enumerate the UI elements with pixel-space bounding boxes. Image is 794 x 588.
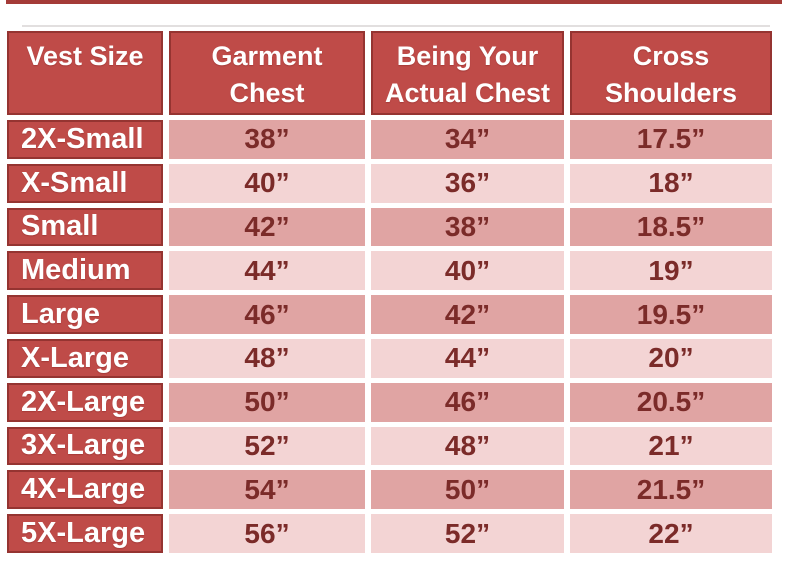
size-label-large: Large [7,295,163,334]
cross-shoulders-cell-2x-small: 17.5” [570,120,772,159]
actual-chest-cell-4x-large: 50” [371,470,564,510]
size-label-3x-large: 3X-Large [7,426,163,466]
actual-chest-cell-small: 38” [371,207,564,247]
actual-chest-cell-5x-large: 52” [371,514,564,553]
header-line-2: Actual Chest [384,78,551,108]
actual-chest-cell-2x-large: 46” [371,382,564,422]
size-label-x-small: X-Small [7,163,163,203]
header-line-1: Garment [211,41,323,71]
size-label-x-large: X-Large [7,338,163,378]
size-label-5x-large: 5X-Large [7,514,163,553]
header-line-2: Shoulders [604,78,738,108]
actual-chest-cell-medium: 40” [371,251,564,291]
cross-shoulders-cell-4x-large: 21.5” [570,470,772,510]
size-label-4x-large: 4X-Large [7,470,163,510]
cross-shoulders-cell-small: 18.5” [570,207,772,247]
actual-chest-cell-x-small: 36” [371,163,564,203]
header-line-2: Chest [229,78,305,108]
garment-chest-cell-x-small: 40” [169,163,365,203]
col-header-garment-chest: Garment Chest [169,31,365,115]
cross-shoulders-cell-5x-large: 22” [570,514,772,553]
garment-chest-cell-2x-large: 50” [169,382,365,422]
cross-shoulders-cell-x-small: 18” [570,163,772,203]
size-label-small: Small [7,207,163,247]
garment-chest-cell-x-large: 48” [169,338,365,378]
col-header-vest-size: Vest Size [7,31,163,115]
top-accent-line [6,0,782,4]
cross-shoulders-cell-x-large: 20” [570,338,772,378]
size-chart-table: Vest Size Garment Chest Being Your Actua… [7,31,772,553]
col-header-actual-chest: Being Your Actual Chest [371,31,564,115]
garment-chest-cell-large: 46” [169,295,365,334]
garment-chest-cell-small: 42” [169,207,365,247]
actual-chest-cell-large: 42” [371,295,564,334]
header-line-1: Vest Size [26,41,144,71]
size-label-2x-large: 2X-Large [7,382,163,422]
actual-chest-cell-2x-small: 34” [371,120,564,159]
garment-chest-cell-5x-large: 56” [169,514,365,553]
actual-chest-cell-3x-large: 48” [371,426,564,466]
cross-shoulders-cell-3x-large: 21” [570,426,772,466]
garment-chest-cell-2x-small: 38” [169,120,365,159]
garment-chest-cell-3x-large: 52” [169,426,365,466]
header-line-1: Cross [632,41,710,71]
header-line-1: Being Your [396,41,539,71]
cross-shoulders-cell-large: 19.5” [570,295,772,334]
cross-shoulders-cell-2x-large: 20.5” [570,382,772,422]
col-header-cross-shoulders: Cross Shoulders [570,31,772,115]
size-label-2x-small: 2X-Small [7,120,163,159]
cross-shoulders-cell-medium: 19” [570,251,772,291]
size-label-medium: Medium [7,251,163,291]
actual-chest-cell-x-large: 44” [371,338,564,378]
garment-chest-cell-4x-large: 54” [169,470,365,510]
garment-chest-cell-medium: 44” [169,251,365,291]
table-top-shadow-line [22,25,770,27]
